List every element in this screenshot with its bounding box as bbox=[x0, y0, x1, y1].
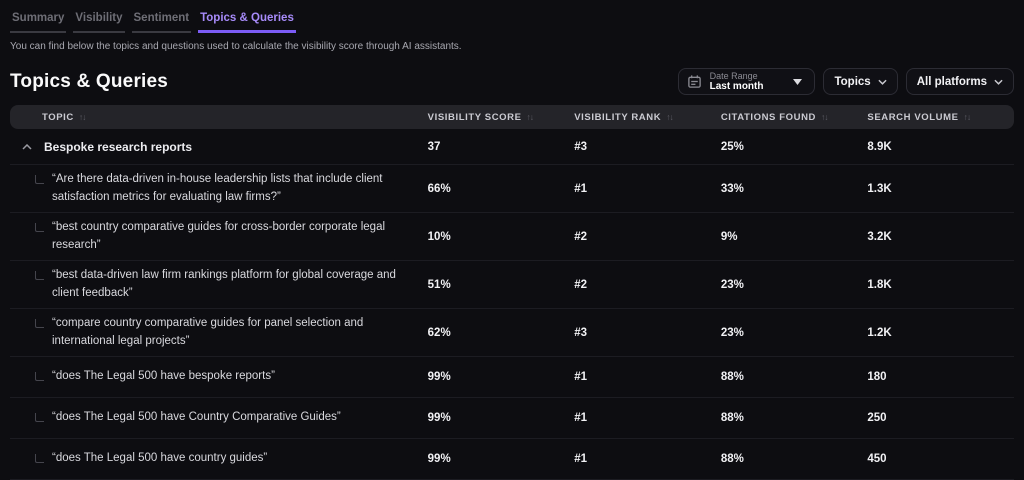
column-label: VISIBILITY RANK bbox=[574, 111, 662, 123]
query-row[interactable]: “does The Legal 500 have Country Compara… bbox=[10, 398, 1014, 439]
page-title: Topics & Queries bbox=[10, 70, 169, 92]
column-label: CITATIONS FOUND bbox=[720, 111, 817, 123]
topics-dropdown[interactable]: Topics bbox=[823, 68, 898, 95]
sub-item-icon bbox=[35, 413, 44, 423]
caret-down-icon bbox=[793, 78, 803, 85]
topics-queries-table: TOPIC ↑↓ VISIBILITY SCORE ↑↓ VISIBILITY … bbox=[10, 105, 1014, 480]
sub-item-icon bbox=[35, 454, 44, 464]
query-row[interactable]: “does The Legal 500 have country guides”… bbox=[10, 439, 1014, 480]
chevron-down-icon bbox=[994, 79, 1003, 85]
sort-icon[interactable]: ↑↓ bbox=[963, 112, 971, 122]
sub-item-icon bbox=[35, 319, 44, 329]
query-search-volume: 180 bbox=[867, 371, 887, 383]
topic-citations-found: 25% bbox=[720, 140, 744, 153]
query-text: “does The Legal 500 have bespoke reports… bbox=[52, 370, 275, 383]
column-header-topic[interactable]: TOPIC ↑↓ bbox=[10, 112, 428, 123]
query-text: “Are there data-driven in-house leadersh… bbox=[52, 173, 383, 203]
sub-item-icon bbox=[35, 223, 44, 233]
column-label: VISIBILITY SCORE bbox=[427, 111, 522, 123]
query-text: “does The Legal 500 have country guides” bbox=[52, 452, 268, 465]
query-text: “best country comparative guides for cro… bbox=[52, 221, 386, 251]
sub-item-icon bbox=[35, 372, 44, 382]
sort-icon[interactable]: ↑↓ bbox=[526, 112, 534, 122]
query-search-volume: 450 bbox=[867, 453, 887, 465]
tab-summary[interactable]: Summary bbox=[10, 10, 67, 33]
chevron-up-icon[interactable] bbox=[22, 143, 32, 150]
column-header-search-volume[interactable]: SEARCH VOLUME ↑↓ bbox=[867, 112, 1014, 123]
query-citations-found: 88% bbox=[720, 371, 744, 383]
sort-icon[interactable]: ↑↓ bbox=[78, 112, 86, 122]
tab-sentiment[interactable]: Sentiment bbox=[131, 10, 192, 33]
table-header-row: TOPIC ↑↓ VISIBILITY SCORE ↑↓ VISIBILITY … bbox=[10, 105, 1014, 129]
query-visibility-score: 62% bbox=[427, 326, 451, 339]
query-row[interactable]: “does The Legal 500 have bespoke reports… bbox=[10, 357, 1014, 398]
topic-visibility-score: 37 bbox=[427, 140, 441, 153]
topics-dropdown-label: Topics bbox=[834, 75, 871, 88]
query-search-volume: 3.2K bbox=[867, 230, 892, 243]
query-citations-found: 88% bbox=[720, 412, 744, 424]
query-visibility-rank: #2 bbox=[574, 230, 588, 243]
date-range-dropdown[interactable]: Date Range Last month bbox=[677, 68, 816, 95]
query-visibility-score: 99% bbox=[427, 412, 451, 424]
query-visibility-rank: #3 bbox=[574, 326, 588, 339]
query-visibility-rank: #1 bbox=[574, 453, 588, 465]
query-search-volume: 1.3K bbox=[867, 182, 892, 195]
date-range-text: Date Range Last month bbox=[710, 71, 764, 93]
query-row[interactable]: “best country comparative guides for cro… bbox=[10, 213, 1014, 261]
date-range-label: Date Range bbox=[709, 70, 758, 81]
chevron-down-icon bbox=[878, 79, 887, 85]
query-text: “compare country comparative guides for … bbox=[52, 317, 364, 347]
platforms-dropdown[interactable]: All platforms bbox=[905, 68, 1014, 95]
calendar-icon bbox=[687, 74, 702, 89]
query-text: “best data-driven law firm rankings plat… bbox=[52, 269, 396, 299]
query-row[interactable]: “best data-driven law firm rankings plat… bbox=[10, 261, 1014, 309]
page-description: You can find below the topics and questi… bbox=[10, 41, 462, 52]
query-visibility-score: 51% bbox=[427, 278, 451, 291]
sub-item-icon bbox=[35, 271, 44, 281]
sub-item-icon bbox=[35, 175, 44, 185]
query-search-volume: 1.2K bbox=[867, 326, 892, 339]
tab-visibility[interactable]: Visibility bbox=[73, 10, 125, 33]
query-text: “does The Legal 500 have Country Compara… bbox=[52, 411, 341, 424]
topic-row[interactable]: Bespoke research reports 37 #3 25% 8.9K bbox=[10, 129, 1014, 165]
topic-visibility-rank: #3 bbox=[574, 140, 588, 153]
query-citations-found: 9% bbox=[720, 230, 738, 243]
sort-icon[interactable]: ↑↓ bbox=[821, 112, 828, 122]
column-header-visibility-score[interactable]: VISIBILITY SCORE ↑↓ bbox=[428, 112, 575, 123]
query-visibility-rank: #2 bbox=[574, 278, 588, 291]
query-citations-found: 23% bbox=[720, 278, 744, 291]
query-visibility-score: 99% bbox=[427, 453, 451, 465]
query-visibility-score: 66% bbox=[427, 182, 451, 195]
query-citations-found: 23% bbox=[720, 326, 744, 339]
query-visibility-score: 99% bbox=[427, 371, 451, 383]
sort-icon[interactable]: ↑↓ bbox=[666, 112, 673, 122]
column-header-citations-found[interactable]: CITATIONS FOUND ↑↓ bbox=[721, 112, 868, 123]
column-label: TOPIC bbox=[42, 111, 74, 123]
query-search-volume: 250 bbox=[867, 412, 887, 424]
topic-search-volume: 8.9K bbox=[867, 140, 892, 153]
query-row[interactable]: “compare country comparative guides for … bbox=[10, 309, 1014, 357]
query-row[interactable]: “Are there data-driven in-house leadersh… bbox=[10, 165, 1014, 213]
column-header-visibility-rank[interactable]: VISIBILITY RANK ↑↓ bbox=[574, 112, 721, 123]
column-label: SEARCH VOLUME bbox=[867, 111, 959, 123]
query-visibility-rank: #1 bbox=[574, 412, 588, 424]
page-header: Topics & Queries Date Range Last month T… bbox=[0, 52, 1024, 105]
topic-name: Bespoke research reports bbox=[44, 139, 193, 154]
query-citations-found: 33% bbox=[720, 182, 744, 195]
query-citations-found: 88% bbox=[720, 453, 744, 465]
date-range-value: Last month bbox=[709, 80, 764, 92]
query-search-volume: 1.8K bbox=[867, 278, 892, 291]
query-visibility-score: 10% bbox=[427, 230, 451, 243]
query-visibility-rank: #1 bbox=[574, 371, 588, 383]
filter-controls: Date Range Last month Topics All platfor… bbox=[677, 68, 1014, 95]
query-visibility-rank: #1 bbox=[574, 182, 588, 195]
platforms-dropdown-label: All platforms bbox=[916, 75, 987, 88]
top-tabs: Summary Visibility Sentiment Topics & Qu… bbox=[0, 0, 1024, 33]
tab-topics-queries[interactable]: Topics & Queries bbox=[198, 10, 296, 33]
